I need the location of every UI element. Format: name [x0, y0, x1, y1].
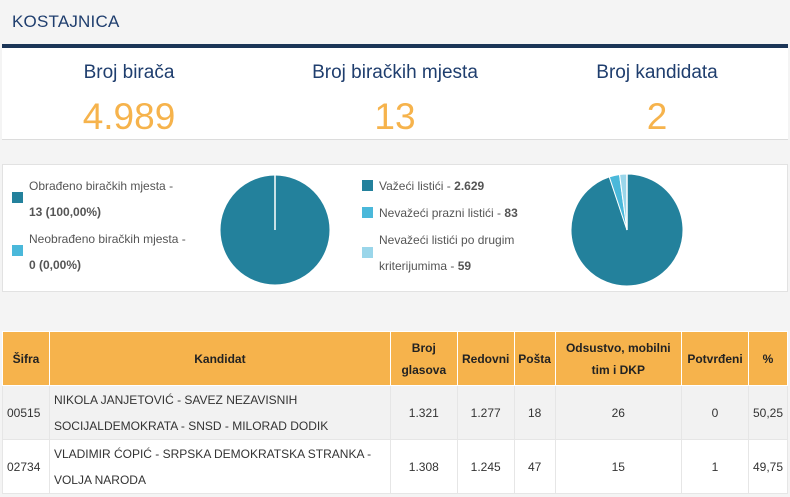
- col-code[interactable]: Šifra: [2, 331, 50, 386]
- cell-votes: 1.321: [389, 385, 458, 440]
- stats-panel: Broj birača 4.989 Broj biračkih mjesta 1…: [2, 48, 788, 140]
- polling-stations-pie-chart: [219, 174, 331, 286]
- col-candidate[interactable]: Kandidat: [48, 331, 391, 386]
- cell-mail: 18: [513, 385, 556, 440]
- legend-swatch-valid: [362, 180, 373, 191]
- col-votes-line1: Broj: [411, 340, 436, 355]
- legend-swatch-invalid-empty: [362, 207, 373, 218]
- legend-swatch-unprocessed: [12, 245, 23, 256]
- cell-percent: 50,25: [747, 385, 789, 440]
- col-percent[interactable]: %: [747, 331, 789, 386]
- legend-invalid-other: Nevažeći listići po drugim kriterijumima…: [379, 227, 514, 279]
- table-row: 00515 NIKOLA JANJETOVIĆ - SAVEZ NEZAVISN…: [2, 385, 789, 440]
- legend-swatch-invalid-other: [362, 247, 373, 258]
- legend-invalid-other-label-line1: Nevažeći listići po drugim: [379, 233, 515, 247]
- cell-candidate-line1: VLADIMIR ĆOPIĆ - SRPSKA DEMOKRATSKA STRA…: [53, 446, 372, 461]
- cell-candidate: NIKOLA JANJETOVIĆ - SAVEZ NEZAVISNIH SOCI…: [48, 385, 391, 440]
- stat-candidates-value: 2: [646, 96, 668, 137]
- cell-percent: 49,75: [747, 439, 789, 494]
- cell-regular: 1.277: [456, 385, 515, 440]
- results-table: Šifra Kandidat Broj glasova Redovni Pošta…: [2, 331, 789, 494]
- cell-absent: 15: [554, 439, 683, 494]
- cell-candidate-line2: SOCIJALDEMOKRATA - SNSD - MILORAD DODIK: [53, 418, 329, 433]
- legend-unprocessed: Neobrađeno biračkih mjesta - 0 (0,00%): [29, 226, 186, 278]
- cell-candidate: VLADIMIR ĆOPIĆ - SRPSKA DEMOKRATSKA STRA…: [48, 439, 391, 494]
- cell-mail: 47: [513, 439, 556, 494]
- stat-voters-label: Broj birača: [83, 62, 175, 83]
- ballots-pie-chart: [570, 173, 684, 287]
- legend-swatch-processed: [12, 192, 23, 203]
- charts-panel: Obrađeno biračkih mjesta - 13 (100,00%) …: [2, 164, 788, 292]
- legend-valid-value: 2.629: [454, 179, 485, 193]
- cell-code: 00515: [2, 385, 50, 440]
- table-row: 02734 VLADIMIR ĆOPIĆ - SRPSKA DEMOKRATSK…: [2, 439, 789, 494]
- legend-valid-label: Važeći listići -: [379, 179, 451, 193]
- page-header: KOSTAJNICA: [0, 0, 790, 48]
- cell-regular: 1.245: [456, 439, 515, 494]
- legend-processed-label: Obrađeno biračkih mjesta -: [29, 179, 174, 193]
- cell-confirmed: 0: [681, 385, 749, 440]
- col-confirmed[interactable]: Potvrđeni: [681, 331, 749, 386]
- page-title: KOSTAJNICA: [12, 12, 120, 31]
- legend-invalid-empty-label: Nevažeći prazni listići -: [379, 206, 502, 220]
- col-absent-line1: Odsustvo, mobilni: [565, 340, 671, 355]
- col-absent-line2: tim i DKP: [591, 362, 645, 377]
- col-absent[interactable]: Odsustvo, mobilni tim i DKP: [554, 331, 683, 386]
- stat-polling-stations-value: 13: [374, 96, 416, 137]
- legend-processed-value: 13 (100,00%): [29, 205, 102, 219]
- cell-confirmed: 1: [681, 439, 749, 494]
- stat-voters-value: 4.989: [82, 96, 176, 137]
- legend-valid: Važeći listići - 2.629: [379, 173, 484, 199]
- cell-absent: 26: [554, 385, 683, 440]
- stat-polling-stations-label: Broj biračkih mjesta: [312, 62, 478, 83]
- legend-invalid-other-value: 59: [457, 259, 472, 273]
- cell-votes: 1.308: [389, 439, 458, 494]
- col-mail[interactable]: Pošta: [513, 331, 556, 386]
- cell-code: 02734: [2, 439, 50, 494]
- legend-unprocessed-label: Neobrađeno biračkih mjesta -: [29, 232, 186, 246]
- legend-invalid-empty: Nevažeći prazni listići - 83: [379, 200, 518, 226]
- col-regular[interactable]: Redovni: [456, 331, 515, 386]
- stat-candidates-label: Broj kandidata: [596, 62, 718, 83]
- legend-processed: Obrađeno biračkih mjesta - 13 (100,00%): [29, 173, 173, 225]
- legend-unprocessed-value: 0 (0,00%): [29, 258, 82, 272]
- col-votes-line2: glasova: [401, 362, 447, 377]
- legend-invalid-other-label-line2: kriterijumima -: [379, 259, 455, 273]
- col-votes[interactable]: Broj glasova: [389, 331, 458, 386]
- table-header-row: Šifra Kandidat Broj glasova Redovni Pošta…: [2, 331, 789, 386]
- legend-invalid-empty-value: 83: [504, 206, 518, 220]
- cell-candidate-line2: VOLJA NARODA: [53, 472, 146, 487]
- header-divider: [2, 44, 788, 48]
- cell-candidate-line1: NIKOLA JANJETOVIĆ - SAVEZ NEZAVISNIH: [53, 392, 298, 407]
